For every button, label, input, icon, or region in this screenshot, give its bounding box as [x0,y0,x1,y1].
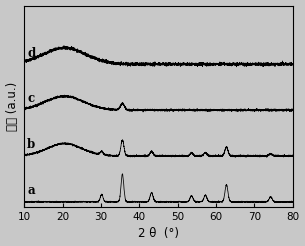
Text: c: c [27,92,34,106]
Text: a: a [27,184,35,197]
X-axis label: 2 θ  (°): 2 θ (°) [138,228,179,240]
Text: b: b [27,138,35,151]
Y-axis label: 强度 (a.u.): 强度 (a.u.) [5,82,19,131]
Text: d: d [27,46,35,60]
